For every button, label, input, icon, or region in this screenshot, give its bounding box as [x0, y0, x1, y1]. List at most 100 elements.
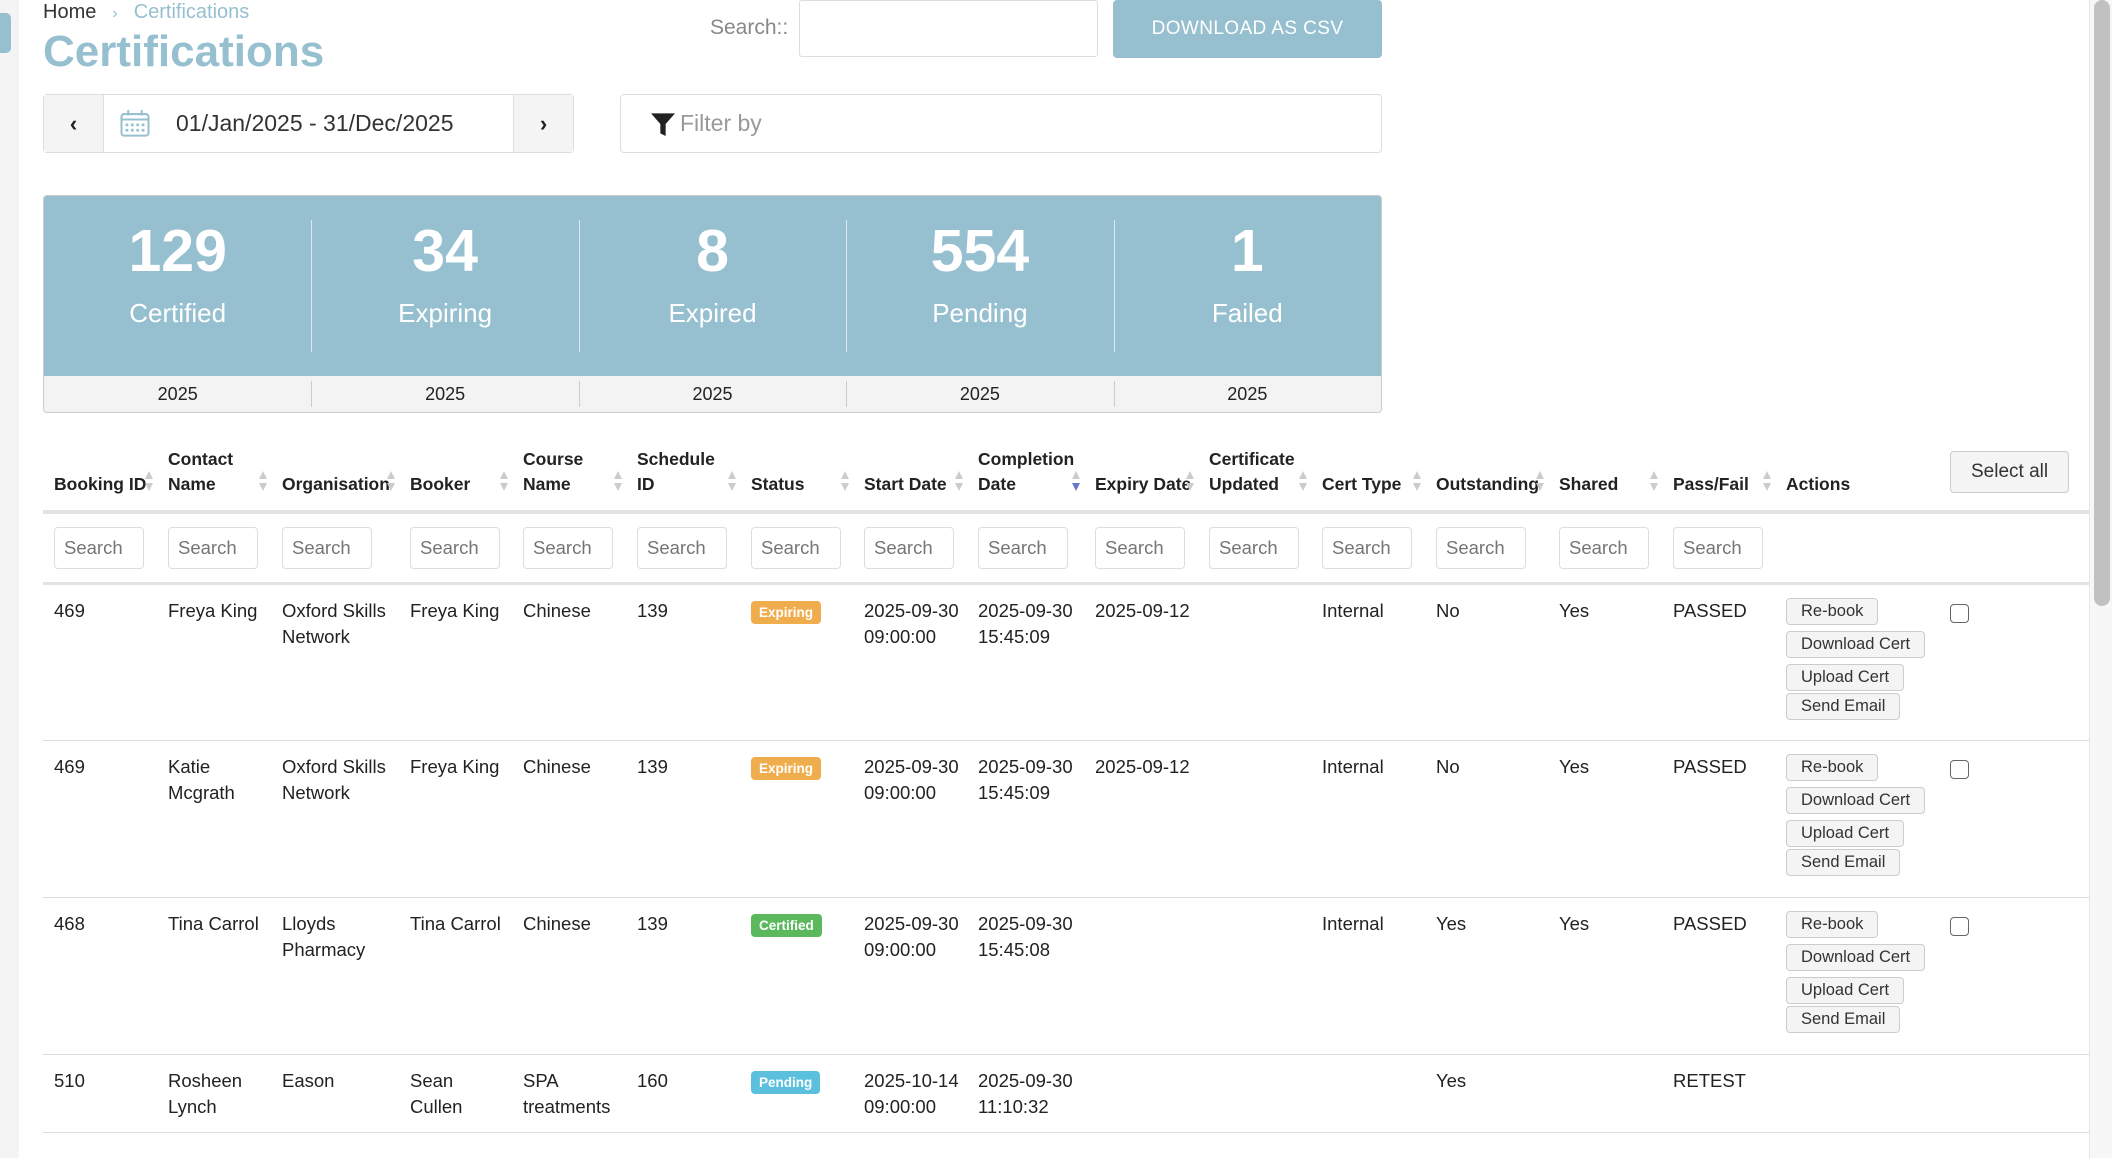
cell-shared: Yes [1548, 740, 1662, 898]
column-header-shared[interactable]: Shared [1548, 434, 1662, 514]
column-header-contact-name[interactable]: Contact Name [157, 434, 271, 514]
search-input[interactable] [799, 0, 1098, 57]
sort-icon[interactable] [1071, 470, 1081, 492]
column-header-completion-date[interactable]: Completion Date [967, 434, 1084, 514]
column-search-input[interactable] [1559, 527, 1649, 569]
sort-icon[interactable] [1412, 470, 1422, 492]
rebook-button[interactable]: Re-book [1786, 598, 1879, 625]
sort-icon[interactable] [386, 470, 396, 492]
column-search-input[interactable] [637, 527, 727, 569]
column-search-input[interactable] [751, 527, 841, 569]
download-cert-button[interactable]: Download Cert [1786, 944, 1926, 971]
upload-cert-button[interactable]: Upload Cert [1786, 820, 1905, 847]
column-search-input[interactable] [1673, 527, 1763, 569]
cell-schedule: 139 [626, 897, 740, 1055]
cell-org: Lloyds Pharmacy [271, 897, 399, 1055]
sort-icon[interactable] [144, 470, 154, 492]
stat-pending[interactable]: 554 Pending [846, 196, 1113, 376]
column-header-outstanding[interactable]: Outstanding [1425, 434, 1548, 514]
column-header-expiry-date[interactable]: Expiry Date [1084, 434, 1198, 514]
download-csv-button[interactable]: DOWNLOAD AS CSV [1113, 0, 1382, 58]
column-label: Status [751, 474, 805, 494]
column-label: Organisation [282, 474, 390, 494]
breadcrumb-separator: › [112, 5, 118, 22]
column-header-booking-id[interactable]: Booking ID [43, 434, 157, 514]
upload-cert-button[interactable]: Upload Cert [1786, 664, 1905, 691]
column-search-input[interactable] [978, 527, 1068, 569]
column-search-input[interactable] [54, 527, 144, 569]
column-header-pass-fail[interactable]: Pass/Fail [1662, 434, 1775, 514]
stat-failed[interactable]: 1 Failed [1113, 196, 1381, 376]
sort-icon[interactable] [1185, 470, 1195, 492]
column-search-input[interactable] [282, 527, 372, 569]
sort-icon[interactable] [840, 470, 850, 492]
column-label: Booker [410, 474, 471, 494]
stat-label: Certified [129, 298, 227, 328]
column-header-status[interactable]: Status [740, 434, 853, 514]
stat-expired[interactable]: 8 Expired [578, 196, 846, 376]
rebook-button[interactable]: Re-book [1786, 911, 1879, 938]
stat-year: 2025 [1113, 376, 1381, 412]
cell-completion: 2025-09-30 15:45:09 [967, 583, 1084, 741]
cell-schedule: 160 [626, 1054, 740, 1133]
search-cell [967, 512, 1084, 585]
column-header-cert-type[interactable]: Cert Type [1311, 434, 1425, 514]
cell-org: Oxford Skills Network [271, 583, 399, 741]
download-cert-button[interactable]: Download Cert [1786, 631, 1926, 658]
send-email-button[interactable]: Send Email [1786, 693, 1901, 720]
sort-icon[interactable] [499, 470, 509, 492]
column-search-input[interactable] [410, 527, 500, 569]
column-label: Expiry Date [1095, 474, 1192, 494]
cell-contact: Rosheen Lynch [157, 1054, 271, 1133]
column-header-organisation[interactable]: Organisation [271, 434, 399, 514]
search-cell [1198, 512, 1311, 585]
stat-expiring[interactable]: 34 Expiring [311, 196, 578, 376]
send-email-button[interactable]: Send Email [1786, 849, 1901, 876]
actions-cell: Re-book Download Cert Upload Cert Send Emai… [1775, 740, 1939, 898]
prev-range-button[interactable]: ‹ [44, 95, 103, 152]
sort-icon[interactable] [1298, 470, 1308, 492]
next-range-button[interactable]: › [514, 95, 573, 152]
date-range-field[interactable]: 01/Jan/2025 - 31/Dec/2025 [103, 95, 514, 152]
sort-icon[interactable] [727, 470, 737, 492]
status-badge: Pending [751, 1071, 821, 1094]
column-header-course-name[interactable]: Course Name [512, 434, 626, 514]
column-header-schedule-id[interactable]: Schedule ID [626, 434, 740, 514]
column-search-input[interactable] [168, 527, 258, 569]
scrollbar-thumb[interactable] [2094, 0, 2110, 606]
column-label: Actions [1786, 474, 1851, 494]
column-header-certificate-updated[interactable]: Certificate Updated [1198, 434, 1311, 514]
row-checkbox[interactable] [1950, 917, 1969, 936]
sort-icon[interactable] [258, 470, 268, 492]
cell-expiry: 2025-09-12 [1084, 740, 1198, 898]
download-cert-button[interactable]: Download Cert [1786, 787, 1926, 814]
row-checkbox[interactable] [1950, 760, 1969, 779]
select-all-button[interactable]: Select all [1950, 451, 2070, 493]
sort-icon[interactable] [1535, 470, 1545, 492]
column-header-start-date[interactable]: Start Date [853, 434, 967, 514]
rebook-button[interactable]: Re-book [1786, 754, 1879, 781]
upload-cert-button[interactable]: Upload Cert [1786, 977, 1905, 1004]
breadcrumb-home[interactable]: Home [43, 1, 97, 23]
search-cell [1311, 512, 1425, 585]
column-search-input[interactable] [1436, 527, 1526, 569]
send-email-button[interactable]: Send Email [1786, 1006, 1901, 1033]
sidebar-toggle[interactable] [0, 13, 11, 53]
column-header-booker[interactable]: Booker [399, 434, 512, 514]
sort-icon[interactable] [1649, 470, 1659, 492]
stat-value: 34 [412, 218, 478, 284]
sort-icon[interactable] [613, 470, 623, 492]
column-search-input[interactable] [1095, 527, 1185, 569]
row-checkbox[interactable] [1950, 604, 1969, 623]
sort-icon[interactable] [1762, 470, 1772, 492]
cell-booker: Freya King [399, 740, 512, 898]
column-search-input[interactable] [523, 527, 613, 569]
column-search-input[interactable] [1322, 527, 1412, 569]
cell-booker: Tina Carrol [399, 897, 512, 1055]
column-search-input[interactable] [864, 527, 954, 569]
sort-icon[interactable] [954, 470, 964, 492]
column-search-input[interactable] [1209, 527, 1299, 569]
stat-certified[interactable]: 129 Certified [44, 196, 311, 376]
filter-input[interactable]: Filter by [620, 94, 1382, 153]
cell-pass-fail: PASSED [1662, 740, 1775, 898]
